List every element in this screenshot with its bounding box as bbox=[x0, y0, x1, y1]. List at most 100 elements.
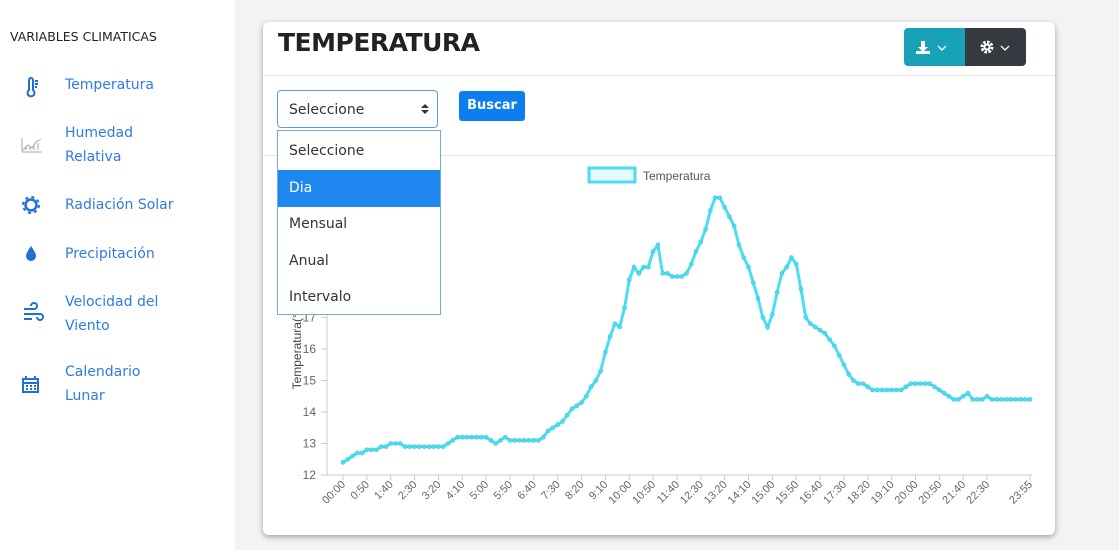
x-tick-label: 10:50 bbox=[630, 479, 658, 507]
data-point bbox=[827, 337, 832, 342]
data-point bbox=[445, 441, 451, 446]
data-point bbox=[502, 434, 508, 440]
dropdown-option[interactable]: Mensual bbox=[289, 216, 348, 233]
data-point bbox=[374, 447, 379, 453]
x-tick-label: 3:20 bbox=[420, 479, 444, 503]
data-point bbox=[870, 387, 875, 393]
sidebar-item[interactable]: Temperatura bbox=[65, 73, 154, 97]
data-point bbox=[779, 271, 785, 276]
data-point bbox=[755, 296, 761, 301]
dropdown-option[interactable]: Intervalo bbox=[289, 289, 352, 306]
data-point bbox=[793, 261, 799, 267]
data-point bbox=[378, 444, 384, 449]
download-button[interactable] bbox=[904, 28, 965, 66]
data-point bbox=[970, 397, 976, 402]
data-point bbox=[641, 264, 646, 270]
sidebar-item[interactable]: Radiación Solar bbox=[65, 193, 174, 217]
data-point bbox=[507, 438, 513, 443]
x-tick-label: 00:00 bbox=[320, 479, 348, 507]
dropdown-option[interactable]: Dia bbox=[278, 169, 440, 207]
line-series bbox=[342, 196, 1030, 464]
data-point bbox=[813, 324, 818, 330]
x-tick-label: 1:40 bbox=[372, 479, 396, 503]
data-point bbox=[474, 434, 479, 440]
select[interactable]: Seleccione bbox=[277, 90, 438, 128]
sidebar-item-label: Velocidad del bbox=[65, 294, 159, 310]
data-point bbox=[836, 352, 842, 358]
y-axis-label: Temperatura(°C) bbox=[290, 301, 304, 390]
data-point bbox=[426, 444, 432, 449]
x-tick-label: 21:40 bbox=[940, 479, 968, 507]
data-point bbox=[803, 315, 809, 320]
data-point bbox=[1008, 397, 1014, 402]
data-point bbox=[784, 264, 789, 270]
sidebar-title: VARIABLES CLIMATICAS bbox=[10, 29, 157, 44]
sidebar-item-label: Lunar bbox=[65, 388, 105, 404]
data-point bbox=[774, 289, 780, 295]
data-point bbox=[979, 397, 985, 402]
data-point bbox=[984, 393, 990, 399]
data-point bbox=[855, 381, 861, 386]
data-point bbox=[750, 280, 756, 286]
data-point bbox=[564, 412, 570, 418]
data-point bbox=[684, 271, 689, 276]
legend-swatch bbox=[587, 166, 637, 184]
data-point bbox=[493, 441, 498, 446]
data-point bbox=[550, 425, 556, 431]
data-point bbox=[598, 368, 603, 374]
settings-button[interactable] bbox=[965, 28, 1026, 66]
data-point bbox=[770, 312, 775, 317]
data-point bbox=[397, 441, 403, 446]
data-point bbox=[417, 444, 422, 449]
data-point bbox=[1027, 397, 1033, 402]
sidebar-item[interactable]: Humedad Relativa bbox=[65, 121, 133, 169]
data-point bbox=[941, 390, 947, 396]
dropdown-option[interactable]: Anual bbox=[289, 252, 329, 269]
sidebar-item[interactable]: Precipitación bbox=[65, 242, 155, 266]
data-point bbox=[727, 214, 732, 219]
data-point bbox=[469, 434, 475, 440]
data-point bbox=[1018, 397, 1023, 402]
y-tick-label: 14 bbox=[303, 405, 317, 419]
data-point bbox=[851, 378, 856, 383]
x-tick-label: 6:40 bbox=[515, 479, 539, 503]
data-point bbox=[607, 334, 613, 339]
data-point bbox=[646, 264, 651, 270]
search-button[interactable]: Buscar bbox=[459, 91, 525, 121]
data-point bbox=[569, 406, 575, 412]
sidebar-item[interactable]: Calendario Lunar bbox=[65, 360, 140, 408]
icon bbox=[21, 138, 42, 153]
data-point bbox=[722, 204, 727, 210]
data-point bbox=[688, 261, 694, 267]
data-point bbox=[841, 362, 847, 368]
data-point bbox=[579, 400, 584, 405]
data-point bbox=[407, 444, 413, 449]
data-point bbox=[650, 249, 656, 254]
data-point bbox=[345, 456, 351, 462]
data-point bbox=[603, 349, 608, 355]
data-point bbox=[922, 381, 928, 386]
data-point bbox=[679, 274, 685, 279]
data-point bbox=[531, 438, 537, 443]
sidebar-item[interactable]: Velocidad del Viento bbox=[65, 290, 158, 338]
data-point bbox=[865, 384, 871, 390]
data-point bbox=[741, 255, 747, 260]
dropdown-option[interactable]: Seleccione bbox=[289, 143, 365, 159]
data-point bbox=[636, 271, 642, 276]
icon bbox=[26, 77, 38, 98]
x-tick-label: 15:50 bbox=[773, 479, 801, 507]
data-point bbox=[536, 438, 541, 443]
data-point bbox=[731, 223, 737, 229]
panel-title: TEMPERATURA bbox=[278, 28, 480, 57]
x-tick-label: 0:50 bbox=[348, 479, 372, 503]
data-point bbox=[393, 441, 398, 446]
data-point bbox=[860, 381, 866, 386]
sidebar-item-label: Viento bbox=[65, 318, 110, 334]
x-tick-label: 17:30 bbox=[821, 479, 849, 507]
data-point bbox=[626, 277, 632, 283]
data-point bbox=[908, 381, 914, 386]
data-point bbox=[989, 397, 995, 402]
x-tick-label: 2:30 bbox=[396, 479, 420, 503]
x-tick-label: 20:00 bbox=[893, 479, 921, 507]
